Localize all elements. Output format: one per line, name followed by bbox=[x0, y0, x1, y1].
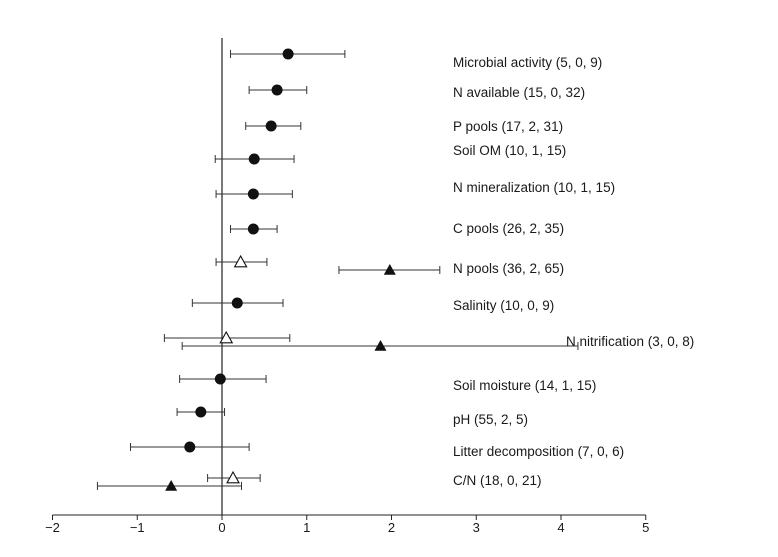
x-tick-label: 4 bbox=[557, 520, 564, 535]
x-tick-label: −2 bbox=[45, 520, 60, 535]
mean-point-filled-circle bbox=[271, 84, 283, 96]
mean-point-filled-circle bbox=[282, 48, 294, 60]
x-tick-label: 5 bbox=[642, 520, 649, 535]
mean-point-filled-circle bbox=[247, 188, 259, 200]
row-label: N available (15, 0, 32) bbox=[453, 85, 585, 100]
x-tick-label: 1 bbox=[303, 520, 310, 535]
row-label: Microbial activity (5, 0, 9) bbox=[453, 55, 602, 70]
row-label: N nitrification (3, 0, 8) bbox=[566, 334, 694, 349]
mean-point-open-triangle bbox=[226, 470, 240, 484]
mean-point-filled-triangle bbox=[383, 264, 396, 275]
row-label: N mineralization (10, 1, 15) bbox=[453, 180, 615, 195]
x-tick-label: −1 bbox=[130, 520, 145, 535]
row-label: P pools (17, 2, 31) bbox=[453, 119, 563, 134]
row-label: Salinity (10, 0, 9) bbox=[453, 298, 554, 313]
mean-point-filled-circle bbox=[247, 223, 259, 235]
row-label: N pools (36, 2, 65) bbox=[453, 261, 564, 276]
mean-point-filled-circle bbox=[248, 153, 260, 165]
mean-point-open-triangle bbox=[219, 330, 234, 344]
row-labels: Microbial activity (5, 0, 9) N available … bbox=[453, 55, 694, 488]
row-label: Litter decomposition (7, 0, 6) bbox=[453, 444, 624, 459]
mean-point-filled-circle bbox=[231, 297, 243, 309]
axes: −2 −1 0 1 2 3 4 5 bbox=[45, 38, 649, 535]
row-label: Soil OM (10, 1, 15) bbox=[453, 143, 566, 158]
row-label: Soil moisture (14, 1, 15) bbox=[453, 378, 596, 393]
mean-point-filled-circle bbox=[195, 406, 207, 418]
x-tick-label: 3 bbox=[473, 520, 480, 535]
mean-point-open-triangle bbox=[233, 254, 248, 268]
mean-point-filled-triangle bbox=[165, 480, 178, 491]
row-label: C pools (26, 2, 35) bbox=[453, 221, 564, 236]
x-tick-label: 0 bbox=[218, 520, 225, 535]
chart-marks bbox=[96, 48, 579, 491]
mean-point-filled-circle bbox=[265, 120, 277, 132]
mean-point-filled-triangle bbox=[374, 340, 387, 351]
row-label: pH (55, 2, 5) bbox=[453, 412, 528, 427]
mean-point-filled-circle bbox=[214, 373, 226, 385]
mean-point-filled-circle bbox=[184, 441, 196, 453]
x-tick-label: 2 bbox=[388, 520, 395, 535]
row-label: C/N (18, 0, 21) bbox=[453, 473, 542, 488]
